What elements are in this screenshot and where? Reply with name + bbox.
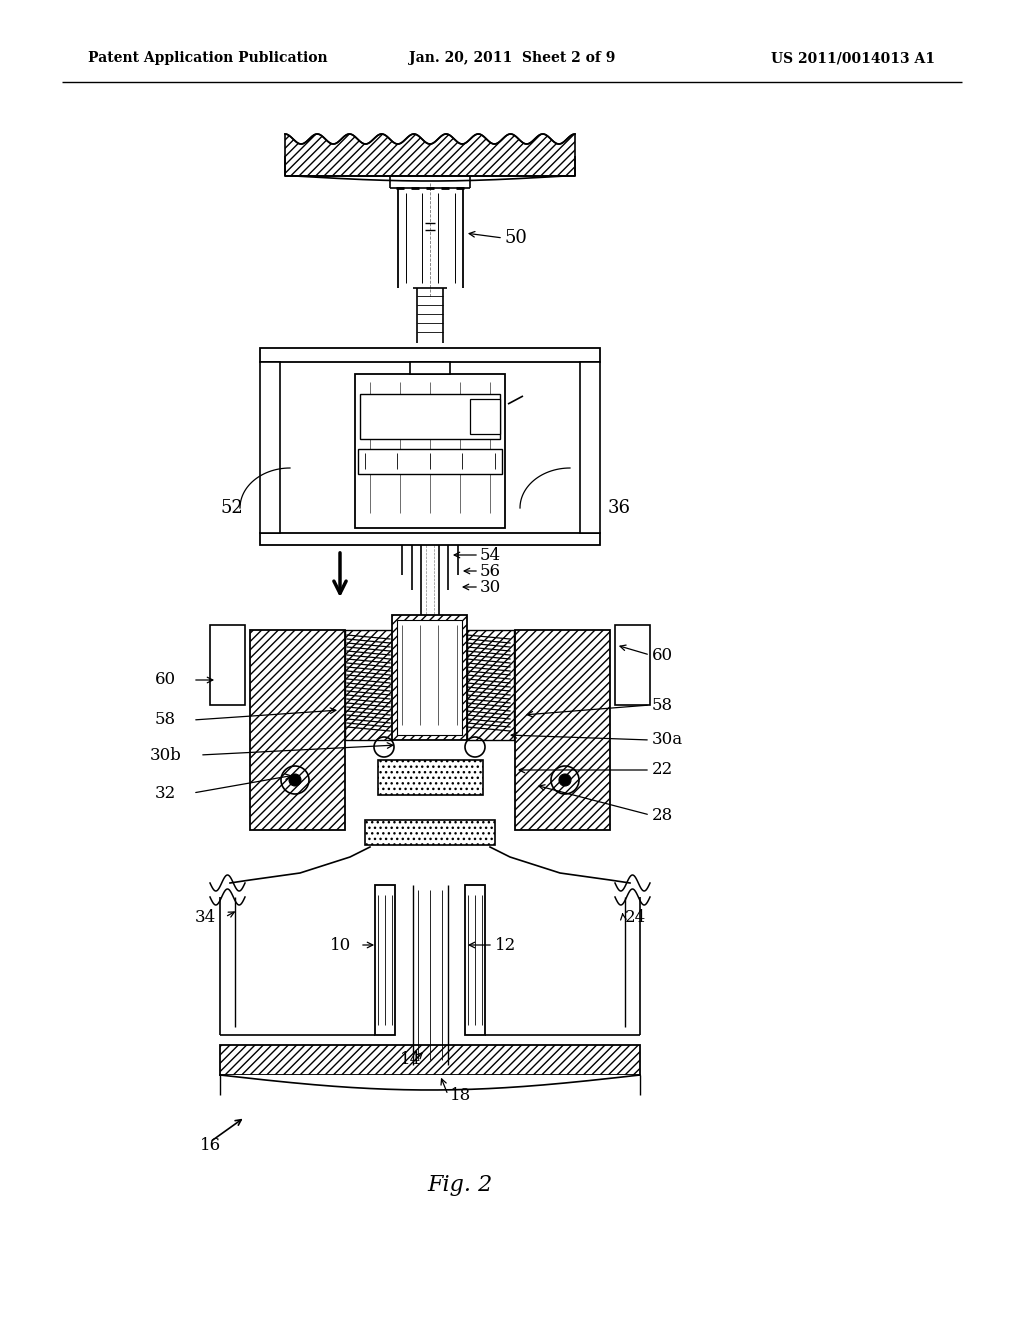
Text: 14: 14 [400, 1052, 421, 1068]
Text: 16: 16 [200, 1137, 221, 1154]
Bar [250, 630, 345, 830]
Text: 32: 32 [155, 784, 176, 801]
Bar [355, 374, 505, 528]
Bar [210, 624, 245, 705]
Polygon shape [285, 135, 575, 176]
Bar [580, 362, 600, 533]
Bar [365, 820, 495, 845]
Text: 34: 34 [195, 908, 216, 925]
Text: Fig. 2: Fig. 2 [427, 1173, 493, 1196]
Bar [260, 348, 600, 362]
Text: 12: 12 [495, 936, 516, 953]
Text: 58: 58 [155, 711, 176, 729]
Bar [220, 1045, 640, 1074]
Bar [470, 399, 500, 434]
Text: 50: 50 [505, 228, 528, 247]
Text: 30b: 30b [150, 747, 182, 763]
Bar [410, 362, 450, 374]
Bar [465, 884, 485, 1035]
Bar [360, 393, 500, 440]
Text: 52: 52 [220, 499, 243, 517]
Text: 56: 56 [480, 562, 501, 579]
Text: 36: 36 [608, 499, 631, 517]
Circle shape [559, 774, 571, 785]
Text: 30a: 30a [652, 731, 683, 748]
Bar [392, 615, 467, 741]
Text: 28: 28 [652, 807, 673, 824]
Circle shape [289, 774, 301, 785]
Bar [375, 884, 395, 1035]
Bar [358, 449, 502, 474]
Bar [397, 620, 462, 735]
Bar [615, 624, 650, 705]
Text: 10: 10 [330, 936, 351, 953]
Text: 18: 18 [450, 1086, 471, 1104]
Text: 30: 30 [480, 578, 502, 595]
Text: 54: 54 [480, 546, 501, 564]
Text: 58: 58 [652, 697, 673, 714]
Bar [515, 630, 610, 830]
Text: Patent Application Publication: Patent Application Publication [88, 51, 328, 65]
Text: 60: 60 [155, 672, 176, 689]
Text: Jan. 20, 2011  Sheet 2 of 9: Jan. 20, 2011 Sheet 2 of 9 [409, 51, 615, 65]
Text: US 2011/0014013 A1: US 2011/0014013 A1 [771, 51, 935, 65]
Bar [467, 630, 514, 741]
Bar [260, 533, 600, 545]
Bar [260, 362, 280, 533]
Text: 24: 24 [625, 908, 646, 925]
Bar [345, 630, 392, 741]
Bar [378, 760, 483, 795]
Text: 60: 60 [652, 647, 673, 664]
Text: 22: 22 [652, 762, 673, 779]
